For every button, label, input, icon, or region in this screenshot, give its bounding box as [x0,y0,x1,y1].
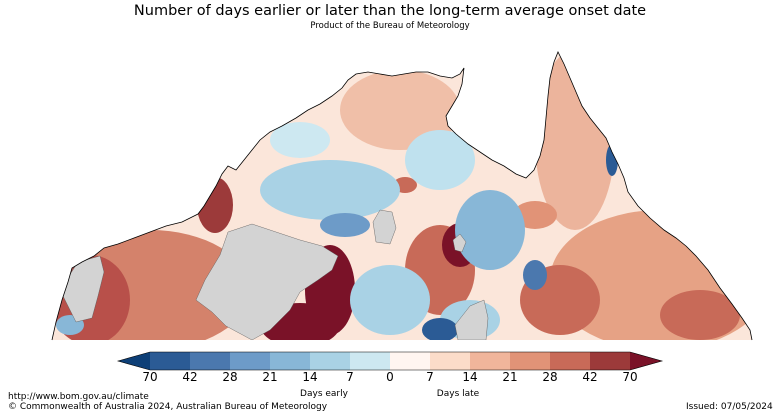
colorbar-tick-label: 42 [182,370,198,384]
issued-date: Issued: 07/05/2024 [686,402,773,412]
source-url[interactable]: http://www.bom.gov.au/climate [8,392,149,402]
colorbar-tick-label: 21 [502,370,518,384]
copyright-notice: © Commonwealth of Australia 2024, Austra… [8,402,328,412]
early-region-north [405,130,475,190]
early-region-east [523,260,547,290]
days-late-label: Days late [436,389,480,399]
colorbar-tick-label: 28 [542,370,558,384]
colorbar-swatch [190,352,231,370]
early-region-west [270,122,330,158]
anomaly-fields [52,52,752,340]
colorbar-tick-label: 0 [386,370,394,384]
early-region-south [350,265,430,335]
colorbar-tick-label: 21 [262,370,278,384]
colorbar-tick-label: 28 [222,370,238,384]
colorbar-swatch [390,352,431,370]
colorbar-tick-label: 14 [462,370,478,384]
colorbar-swatch [590,352,631,370]
colorbar-arrow-late [630,352,662,370]
late-region-topend [340,70,460,150]
colorbar-tick-label: 14 [302,370,318,384]
colorbar-swatch [270,352,311,370]
coastline [51,51,753,341]
colorbar-arrow-early [118,352,150,370]
colorbar-swatch [470,352,511,370]
map-title: Number of days earlier or later than the… [133,3,647,19]
colorbar-tick-label: 7 [346,370,354,384]
no-data-area-gulf [452,233,467,253]
colorbar-swatch [150,352,191,370]
colorbar-tick-label: 7 [426,370,434,384]
colorbar-swatch [550,352,591,370]
late-east-coast [660,290,740,340]
early-region-darwin [320,213,370,237]
early-region-gulf [455,190,525,270]
days-early-label: Days early [300,389,348,399]
colorbar-swatch [430,352,471,370]
colorbar [116,351,664,371]
colorbar-tick-label: 70 [142,370,158,384]
map-subtitle: Product of the Bureau of Meteorology [310,21,470,31]
late-region-cape [535,52,615,230]
colorbar-swatch [350,352,391,370]
colorbar-swatch [230,352,271,370]
no-data-area-west [195,223,339,340]
colorbar-tick-label: 42 [582,370,598,384]
no-data-area-south [454,299,489,340]
colorbar-outline [116,351,664,371]
early-region-southeast [422,318,458,340]
colorbar-tick-label: 70 [622,370,638,384]
no-data-area-central [372,209,397,245]
very-late-kimberley [197,177,233,233]
colorbar-swatch [510,352,551,370]
early-region-central [260,160,400,220]
colorbar-swatch [310,352,351,370]
